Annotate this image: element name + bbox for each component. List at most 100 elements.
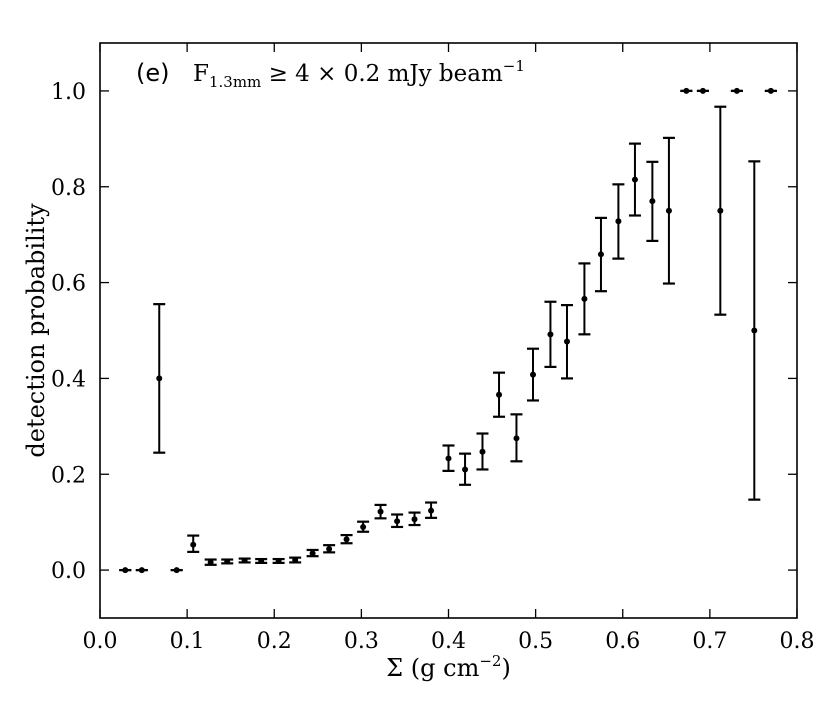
data-marks: [119, 87, 777, 574]
point-marker: [462, 466, 469, 473]
x-tick-label: 0.6: [605, 629, 640, 654]
x-tick-label: 0.0: [83, 629, 118, 654]
x-axis-label-main: Σ (g cm: [386, 654, 479, 682]
data-point: [730, 87, 743, 94]
data-point: [544, 300, 557, 369]
data-point: [425, 501, 438, 519]
x-tick-label: 0.7: [692, 629, 727, 654]
y-tick-label: 0.2: [51, 463, 86, 488]
data-point: [680, 87, 693, 94]
data-point: [391, 513, 404, 529]
point-marker: [394, 518, 401, 525]
data-point: [578, 262, 591, 336]
point-marker: [241, 557, 248, 564]
data-point: [442, 444, 455, 472]
x-tick-label: 0.8: [780, 629, 815, 654]
data-point: [527, 347, 540, 402]
point-marker: [496, 391, 503, 398]
data-point: [696, 87, 709, 94]
y-tick-label: 1.0: [51, 80, 86, 105]
data-point: [323, 544, 336, 554]
point-marker: [224, 558, 231, 565]
point-marker: [190, 541, 197, 548]
x-tick-label: 0.1: [170, 629, 205, 654]
x-tick-label: 0.5: [518, 629, 553, 654]
point-marker: [547, 331, 554, 338]
point-marker: [581, 295, 588, 302]
annotation-prefix: F: [193, 61, 209, 87]
y-tick-label: 0.8: [51, 176, 86, 201]
data-point: [612, 183, 625, 260]
data-point: [135, 567, 148, 574]
data-point: [306, 548, 319, 558]
annotation-superscript: −1: [503, 57, 525, 75]
point-marker: [665, 207, 672, 214]
point-marker: [173, 567, 180, 574]
point-marker: [258, 557, 265, 564]
data-point: [714, 105, 727, 316]
point-marker: [563, 338, 570, 345]
point-marker: [360, 523, 367, 530]
point-marker: [733, 87, 740, 94]
point-marker: [309, 550, 316, 557]
data-point: [628, 142, 641, 217]
point-marker: [156, 375, 163, 382]
data-point: [408, 511, 421, 527]
y-tick-label: 0.4: [51, 367, 86, 392]
data-point: [748, 160, 761, 501]
data-point: [170, 567, 183, 574]
point-marker: [479, 448, 486, 455]
point-marker: [428, 507, 435, 514]
x-tick-label: 0.3: [344, 629, 379, 654]
x-tick-label: 0.2: [257, 629, 292, 654]
data-point: [560, 304, 573, 380]
point-marker: [530, 371, 537, 378]
data-point: [340, 534, 353, 545]
data-point: [764, 87, 777, 94]
data-point: [255, 557, 268, 564]
data-point: [221, 558, 234, 565]
annotation-relation: ≥ 4 × 0.2 mJy beam: [261, 61, 503, 87]
data-point: [662, 136, 675, 285]
data-point: [459, 452, 472, 486]
data-point: [476, 432, 489, 471]
y-axis-label: detection probability: [22, 203, 50, 458]
point-marker: [445, 455, 452, 462]
point-marker: [649, 198, 656, 205]
y-tick-label: 0.0: [51, 559, 86, 584]
point-marker: [751, 327, 758, 334]
data-point: [374, 503, 387, 520]
data-point: [493, 371, 506, 418]
point-marker: [513, 435, 520, 442]
data-point: [187, 534, 200, 553]
point-marker: [343, 536, 350, 543]
data-point: [153, 303, 166, 454]
panel-label: (e): [136, 59, 170, 87]
data-point: [238, 557, 251, 564]
point-marker: [699, 87, 706, 94]
point-marker: [411, 516, 418, 523]
data-point: [594, 216, 607, 293]
point-marker: [597, 251, 604, 258]
point-marker: [326, 546, 333, 552]
point-marker: [683, 87, 690, 94]
point-marker: [717, 207, 724, 214]
point-marker: [207, 559, 214, 566]
annotation-subscript: 1.3mm: [209, 73, 261, 91]
data-point: [510, 413, 523, 463]
x-axis-label: Σ (g cm−2): [386, 652, 511, 682]
plot-frame: [99, 42, 798, 619]
point-marker: [615, 218, 622, 225]
y-tick-label: 0.6: [51, 272, 86, 297]
x-axis-label-close: ): [501, 654, 510, 682]
point-marker: [292, 557, 299, 564]
point-marker: [275, 557, 282, 564]
point-marker: [122, 567, 129, 574]
data-point: [272, 557, 285, 564]
point-marker: [631, 176, 638, 183]
point-marker: [767, 87, 774, 94]
axis-ticks: 0.0 0.1 0.2 0.3 0.4 0.5 0.6 0.7 0.8 0.0 0.2 0.4 0.6 0…: [51, 43, 815, 654]
data-point: [289, 556, 302, 564]
point-marker: [377, 508, 384, 515]
